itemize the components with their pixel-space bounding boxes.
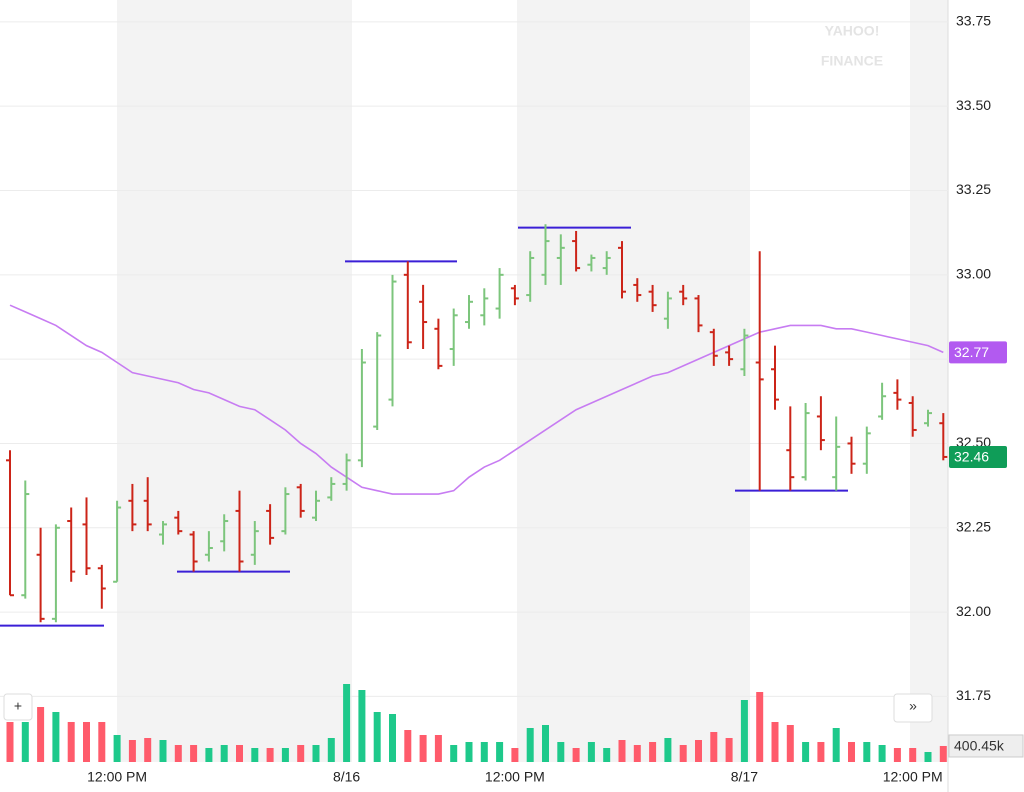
volume-tag: 400.45k: [954, 738, 1005, 754]
volume-bar: [281, 748, 289, 762]
zoom-button[interactable]: [3, 693, 33, 721]
volume-bar: [496, 742, 504, 762]
next-label: »: [909, 698, 917, 714]
session-band: [517, 0, 750, 762]
volume-bar: [236, 745, 243, 762]
volume-bar: [266, 748, 274, 762]
volume-bar: [786, 725, 794, 762]
volume-bar: [220, 745, 228, 762]
volume-bar: [67, 722, 75, 762]
volume-bar: [526, 728, 534, 762]
volume-bar: [190, 745, 198, 762]
volume-bar: [327, 738, 335, 762]
volume-bar: [312, 745, 320, 762]
volume-bar: [924, 752, 932, 762]
volume-bar: [909, 748, 917, 762]
ma-tag-box: [949, 341, 1007, 364]
volume-bar: [649, 742, 657, 762]
volume-bar: [664, 738, 672, 762]
x-tick-label: 8/17: [731, 769, 758, 785]
volume-bar: [572, 748, 580, 762]
y-tick-label: 33.25: [956, 181, 991, 197]
volume-bar: [863, 742, 871, 762]
volume-bar: [802, 742, 810, 762]
volume-bar: [878, 745, 886, 762]
volume-bar: [465, 742, 473, 762]
watermark: FINANCE: [821, 53, 883, 69]
volume-bar: [404, 730, 412, 762]
volume-bar: [756, 692, 764, 762]
volume-bar: [358, 690, 366, 762]
volume-bar: [52, 712, 60, 762]
volume-bar: [21, 722, 29, 762]
volume-bar: [695, 740, 702, 762]
volume-bar: [251, 748, 259, 762]
volume-bar: [6, 722, 14, 762]
volume-bar: [832, 728, 840, 762]
volume-bar: [679, 745, 687, 762]
volume-bar: [113, 735, 121, 762]
volume-bar: [159, 740, 167, 762]
x-tick-label: 12:00 PM: [883, 769, 943, 785]
volume-bar: [128, 740, 136, 762]
session-band: [117, 0, 352, 762]
volume-bar: [740, 700, 748, 762]
volume-bar: [817, 742, 825, 762]
volume-bar: [633, 745, 641, 762]
moving-average: [9, 304, 944, 495]
y-tick-label: 33.50: [956, 97, 991, 113]
volume-bar: [848, 742, 855, 762]
volume-bar: [939, 745, 947, 762]
volume-bar: [174, 745, 182, 762]
volume-bar: [893, 748, 901, 762]
volume-tag-box: [948, 734, 1024, 758]
volume-bar: [618, 740, 626, 762]
close-tag: 32.46: [954, 449, 989, 465]
volume-bar: [205, 748, 213, 762]
y-tick-label: 31.75: [956, 687, 991, 703]
volume-bar: [725, 738, 733, 762]
x-tick-label: 8/16: [333, 769, 360, 785]
volume-bar: [450, 745, 458, 762]
watermark: YAHOO!: [825, 23, 880, 39]
volume-bar: [434, 735, 442, 762]
volume-bar: [144, 738, 152, 762]
volume-bar: [37, 707, 45, 762]
next-button[interactable]: [893, 693, 933, 723]
volume-bar: [480, 742, 488, 762]
ma-tag: 32.77: [954, 344, 989, 360]
volume-bar: [373, 712, 381, 762]
volume-bar: [710, 732, 718, 762]
session-band: [910, 0, 948, 762]
volume-bar: [542, 725, 549, 762]
y-tick-label: 32.00: [956, 603, 991, 619]
y-tick-label: 33.75: [956, 13, 991, 29]
y-tick-label: 33.00: [956, 266, 991, 282]
volume-bar: [343, 684, 351, 762]
volume-bar: [297, 745, 305, 762]
volume-bar: [98, 722, 106, 762]
volume-bar: [557, 742, 565, 762]
x-tick-label: 12:00 PM: [485, 769, 545, 785]
volume-bar: [587, 742, 595, 762]
y-tick-label: 32.25: [956, 518, 991, 534]
x-tick-label: 12:00 PM: [87, 769, 147, 785]
volume-bar: [771, 722, 779, 762]
volume-bar: [83, 722, 90, 762]
volume-bar: [511, 748, 519, 762]
volume-bar: [419, 735, 427, 762]
volume-bar: [389, 714, 396, 762]
close-tag-box: [949, 445, 1007, 468]
volume-bar: [603, 748, 611, 762]
zoom-label: +: [14, 698, 22, 714]
